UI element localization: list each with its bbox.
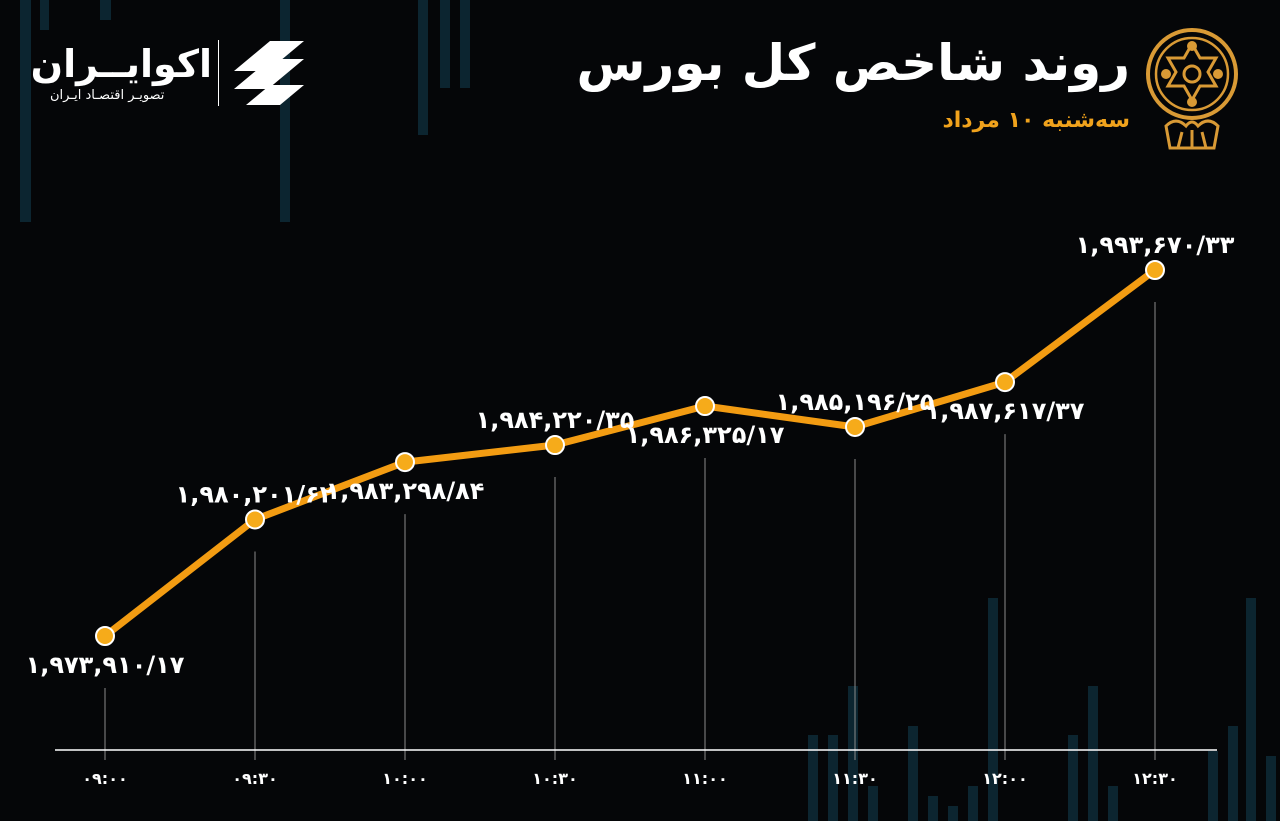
stock-exchange-emblem-icon bbox=[1146, 28, 1238, 150]
data-label: ۱,۹۸۶,۳۲۵/۱۷ bbox=[626, 421, 785, 449]
data-label: ۱,۹۹۳,۶۷۰/۳۳ bbox=[1076, 231, 1235, 259]
data-label: ۱,۹۸۳,۲۹۸/۸۴ bbox=[326, 477, 485, 505]
x-tick-label: ۱۰:۳۰ bbox=[532, 769, 577, 788]
data-point bbox=[95, 626, 115, 646]
x-tick-label: ۰۹:۰۰ bbox=[82, 769, 127, 788]
series-line bbox=[101, 266, 1159, 640]
brand-name: اکوایــران bbox=[30, 42, 212, 86]
x-tick-label: ۱۰:۰۰ bbox=[382, 769, 427, 788]
data-point bbox=[845, 416, 865, 437]
x-tick-label: ۰۹:۳۰ bbox=[232, 769, 277, 788]
x-tick-label: ۱۱:۰۰ bbox=[682, 769, 727, 788]
data-label: ۱,۹۸۵,۱۹۶/۲۵ bbox=[776, 388, 935, 416]
brand-divider bbox=[218, 40, 219, 106]
x-tick-label: ۱۲:۳۰ bbox=[1132, 769, 1177, 788]
chart-subtitle: سه‌شنبه ۱۰ مرداد bbox=[942, 108, 1130, 133]
data-label: ۱,۹۸۰,۲۰۱/۶۲ bbox=[176, 480, 335, 508]
data-label: ۱,۹۸۴,۲۲۰/۳۵ bbox=[476, 406, 635, 434]
ecoiran-logo-icon bbox=[234, 41, 304, 105]
data-label: ۱,۹۷۳,۹۱۰/۱۷ bbox=[26, 651, 185, 679]
data-point bbox=[995, 372, 1015, 393]
x-tick-label: ۱۱:۳۰ bbox=[832, 769, 877, 788]
x-tick-label: ۱۲:۰۰ bbox=[982, 769, 1027, 788]
data-point bbox=[1145, 260, 1165, 280]
data-point bbox=[245, 509, 265, 530]
data-point bbox=[395, 452, 415, 473]
data-point bbox=[545, 435, 565, 456]
data-point bbox=[695, 396, 715, 417]
brand-tagline: تصویـر اقتصـاد ایـران bbox=[50, 88, 165, 103]
chart-title: روند شاخص کل بورس bbox=[576, 34, 1130, 92]
data-label: ۱,۹۸۷,۶۱۷/۳۷ bbox=[926, 397, 1085, 425]
